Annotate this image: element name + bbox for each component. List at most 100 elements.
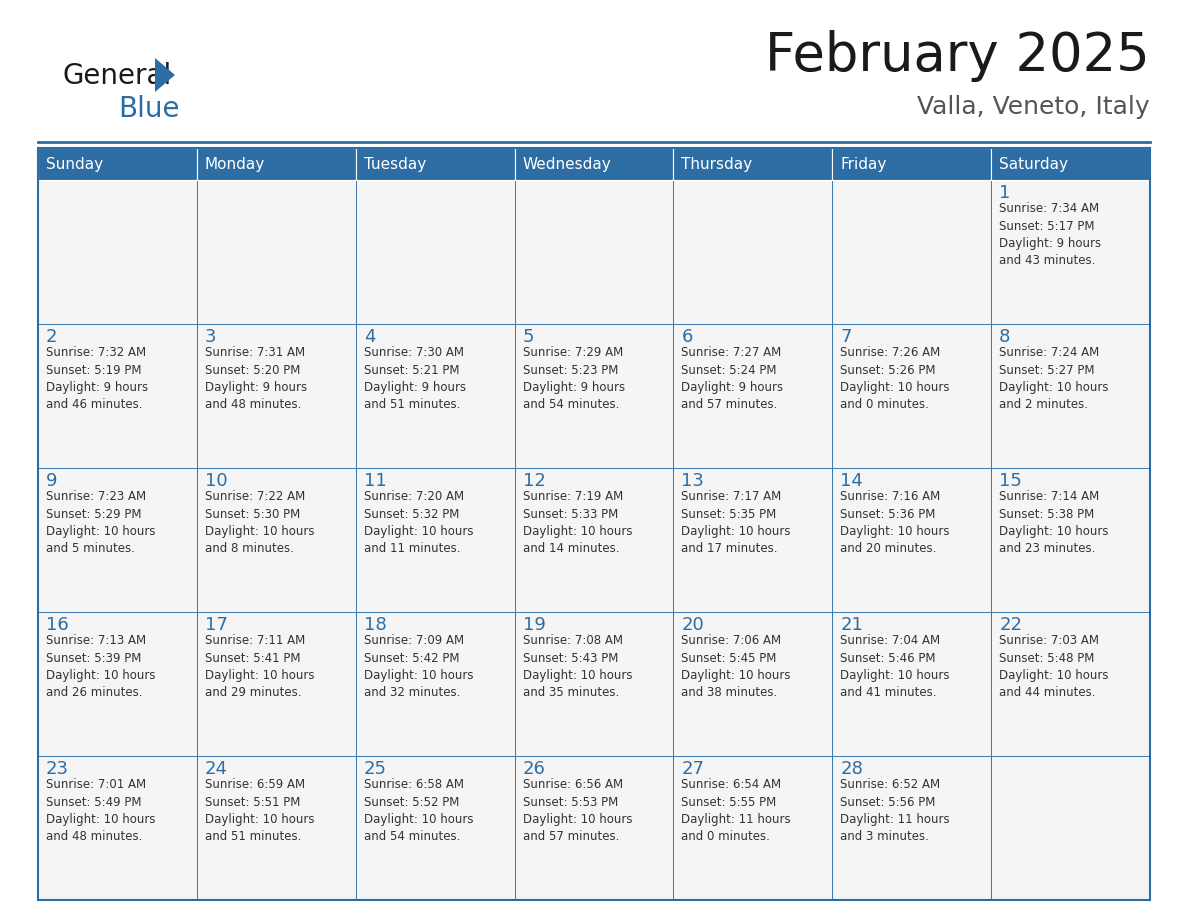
Bar <box>38 148 197 180</box>
Bar <box>991 180 1150 324</box>
Text: Sunrise: 6:58 AM
Sunset: 5:52 PM
Daylight: 10 hours
and 54 minutes.: Sunrise: 6:58 AM Sunset: 5:52 PM Dayligh… <box>364 778 473 844</box>
Text: 25: 25 <box>364 760 387 778</box>
Bar <box>833 468 991 612</box>
Bar <box>674 468 833 612</box>
Text: 14: 14 <box>840 472 864 490</box>
Bar <box>38 148 1150 900</box>
Bar <box>833 756 991 900</box>
Text: 21: 21 <box>840 616 864 634</box>
Text: Sunrise: 7:03 AM
Sunset: 5:48 PM
Daylight: 10 hours
and 44 minutes.: Sunrise: 7:03 AM Sunset: 5:48 PM Dayligh… <box>999 634 1108 700</box>
Bar <box>674 756 833 900</box>
Text: 20: 20 <box>682 616 704 634</box>
Text: Saturday: Saturday <box>999 158 1068 173</box>
Bar <box>38 324 197 468</box>
Text: 27: 27 <box>682 760 704 778</box>
Bar <box>197 756 355 900</box>
Text: Sunrise: 7:04 AM
Sunset: 5:46 PM
Daylight: 10 hours
and 41 minutes.: Sunrise: 7:04 AM Sunset: 5:46 PM Dayligh… <box>840 634 949 700</box>
Text: 18: 18 <box>364 616 386 634</box>
Bar <box>833 148 991 180</box>
Text: Sunday: Sunday <box>46 158 103 173</box>
Text: Sunrise: 7:09 AM
Sunset: 5:42 PM
Daylight: 10 hours
and 32 minutes.: Sunrise: 7:09 AM Sunset: 5:42 PM Dayligh… <box>364 634 473 700</box>
Text: 11: 11 <box>364 472 386 490</box>
Bar <box>991 612 1150 756</box>
Bar <box>833 180 991 324</box>
Bar <box>38 756 197 900</box>
Bar <box>514 612 674 756</box>
Text: Thursday: Thursday <box>682 158 752 173</box>
Bar <box>833 612 991 756</box>
Text: Sunrise: 7:29 AM
Sunset: 5:23 PM
Daylight: 9 hours
and 54 minutes.: Sunrise: 7:29 AM Sunset: 5:23 PM Dayligh… <box>523 346 625 411</box>
Text: 9: 9 <box>46 472 57 490</box>
Text: 6: 6 <box>682 328 693 346</box>
Bar <box>197 468 355 612</box>
Bar <box>197 180 355 324</box>
Text: Friday: Friday <box>840 158 886 173</box>
Text: Sunrise: 7:30 AM
Sunset: 5:21 PM
Daylight: 9 hours
and 51 minutes.: Sunrise: 7:30 AM Sunset: 5:21 PM Dayligh… <box>364 346 466 411</box>
Text: 28: 28 <box>840 760 864 778</box>
Bar <box>991 468 1150 612</box>
Bar <box>514 324 674 468</box>
Text: General: General <box>62 62 171 90</box>
Text: 13: 13 <box>682 472 704 490</box>
Text: 17: 17 <box>204 616 228 634</box>
Text: Sunrise: 7:11 AM
Sunset: 5:41 PM
Daylight: 10 hours
and 29 minutes.: Sunrise: 7:11 AM Sunset: 5:41 PM Dayligh… <box>204 634 315 700</box>
Bar <box>514 468 674 612</box>
Bar <box>355 148 514 180</box>
Text: Sunrise: 6:52 AM
Sunset: 5:56 PM
Daylight: 11 hours
and 3 minutes.: Sunrise: 6:52 AM Sunset: 5:56 PM Dayligh… <box>840 778 950 844</box>
Text: Monday: Monday <box>204 158 265 173</box>
Text: Sunrise: 7:17 AM
Sunset: 5:35 PM
Daylight: 10 hours
and 17 minutes.: Sunrise: 7:17 AM Sunset: 5:35 PM Dayligh… <box>682 490 791 555</box>
Text: 4: 4 <box>364 328 375 346</box>
Polygon shape <box>154 58 175 92</box>
Text: 5: 5 <box>523 328 535 346</box>
Text: 19: 19 <box>523 616 545 634</box>
Bar <box>514 148 674 180</box>
Text: 2: 2 <box>46 328 57 346</box>
Bar <box>355 180 514 324</box>
Bar <box>833 324 991 468</box>
Bar <box>355 468 514 612</box>
Text: Sunrise: 6:56 AM
Sunset: 5:53 PM
Daylight: 10 hours
and 57 minutes.: Sunrise: 6:56 AM Sunset: 5:53 PM Dayligh… <box>523 778 632 844</box>
Text: Tuesday: Tuesday <box>364 158 426 173</box>
Bar <box>355 324 514 468</box>
Text: Sunrise: 6:54 AM
Sunset: 5:55 PM
Daylight: 11 hours
and 0 minutes.: Sunrise: 6:54 AM Sunset: 5:55 PM Dayligh… <box>682 778 791 844</box>
Text: 16: 16 <box>46 616 69 634</box>
Bar <box>197 148 355 180</box>
Text: Sunrise: 7:08 AM
Sunset: 5:43 PM
Daylight: 10 hours
and 35 minutes.: Sunrise: 7:08 AM Sunset: 5:43 PM Dayligh… <box>523 634 632 700</box>
Bar <box>355 756 514 900</box>
Text: 3: 3 <box>204 328 216 346</box>
Bar <box>38 468 197 612</box>
Text: 22: 22 <box>999 616 1022 634</box>
Text: 7: 7 <box>840 328 852 346</box>
Text: Sunrise: 7:31 AM
Sunset: 5:20 PM
Daylight: 9 hours
and 48 minutes.: Sunrise: 7:31 AM Sunset: 5:20 PM Dayligh… <box>204 346 307 411</box>
Text: Sunrise: 7:14 AM
Sunset: 5:38 PM
Daylight: 10 hours
and 23 minutes.: Sunrise: 7:14 AM Sunset: 5:38 PM Dayligh… <box>999 490 1108 555</box>
Text: Blue: Blue <box>118 95 179 123</box>
Bar <box>991 148 1150 180</box>
Text: 1: 1 <box>999 184 1011 202</box>
Bar <box>38 180 197 324</box>
Bar <box>514 180 674 324</box>
Text: 12: 12 <box>523 472 545 490</box>
Text: Sunrise: 7:13 AM
Sunset: 5:39 PM
Daylight: 10 hours
and 26 minutes.: Sunrise: 7:13 AM Sunset: 5:39 PM Dayligh… <box>46 634 156 700</box>
Text: 24: 24 <box>204 760 228 778</box>
Text: 10: 10 <box>204 472 227 490</box>
Text: Sunrise: 7:24 AM
Sunset: 5:27 PM
Daylight: 10 hours
and 2 minutes.: Sunrise: 7:24 AM Sunset: 5:27 PM Dayligh… <box>999 346 1108 411</box>
Text: Sunrise: 7:34 AM
Sunset: 5:17 PM
Daylight: 9 hours
and 43 minutes.: Sunrise: 7:34 AM Sunset: 5:17 PM Dayligh… <box>999 202 1101 267</box>
Bar <box>674 612 833 756</box>
Bar <box>38 612 197 756</box>
Text: Wednesday: Wednesday <box>523 158 612 173</box>
Text: Sunrise: 6:59 AM
Sunset: 5:51 PM
Daylight: 10 hours
and 51 minutes.: Sunrise: 6:59 AM Sunset: 5:51 PM Dayligh… <box>204 778 315 844</box>
Bar <box>197 612 355 756</box>
Text: February 2025: February 2025 <box>765 30 1150 82</box>
Text: Sunrise: 7:32 AM
Sunset: 5:19 PM
Daylight: 9 hours
and 46 minutes.: Sunrise: 7:32 AM Sunset: 5:19 PM Dayligh… <box>46 346 148 411</box>
Bar <box>197 324 355 468</box>
Text: Sunrise: 7:01 AM
Sunset: 5:49 PM
Daylight: 10 hours
and 48 minutes.: Sunrise: 7:01 AM Sunset: 5:49 PM Dayligh… <box>46 778 156 844</box>
Text: Sunrise: 7:27 AM
Sunset: 5:24 PM
Daylight: 9 hours
and 57 minutes.: Sunrise: 7:27 AM Sunset: 5:24 PM Dayligh… <box>682 346 784 411</box>
Bar <box>991 756 1150 900</box>
Text: Sunrise: 7:06 AM
Sunset: 5:45 PM
Daylight: 10 hours
and 38 minutes.: Sunrise: 7:06 AM Sunset: 5:45 PM Dayligh… <box>682 634 791 700</box>
Text: Sunrise: 7:26 AM
Sunset: 5:26 PM
Daylight: 10 hours
and 0 minutes.: Sunrise: 7:26 AM Sunset: 5:26 PM Dayligh… <box>840 346 949 411</box>
Text: Sunrise: 7:19 AM
Sunset: 5:33 PM
Daylight: 10 hours
and 14 minutes.: Sunrise: 7:19 AM Sunset: 5:33 PM Dayligh… <box>523 490 632 555</box>
Text: Sunrise: 7:20 AM
Sunset: 5:32 PM
Daylight: 10 hours
and 11 minutes.: Sunrise: 7:20 AM Sunset: 5:32 PM Dayligh… <box>364 490 473 555</box>
Bar <box>991 324 1150 468</box>
Text: Valla, Veneto, Italy: Valla, Veneto, Italy <box>917 95 1150 119</box>
Bar <box>674 324 833 468</box>
